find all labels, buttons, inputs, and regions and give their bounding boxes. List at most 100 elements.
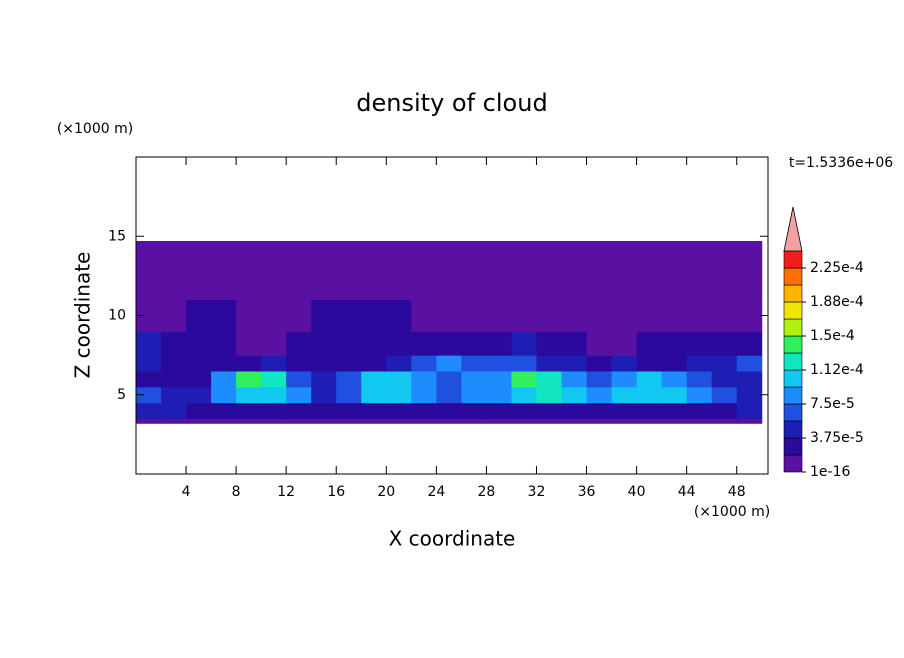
field-cell: [136, 241, 162, 301]
field-cell: [411, 402, 437, 420]
field-cell: [511, 418, 537, 424]
x-unit: (×1000 m): [694, 504, 770, 520]
field-cell: [586, 299, 613, 332]
field-cell: [561, 241, 588, 301]
field-cell: [686, 370, 713, 388]
field-cell: [561, 370, 588, 388]
chart-title: density of cloud: [356, 89, 547, 117]
field-cell: [511, 402, 537, 420]
field-cell: [686, 418, 713, 424]
field-cell: [286, 386, 312, 404]
field-cell: [536, 331, 563, 356]
field-cell: [536, 418, 563, 424]
x-axis-label: X coordinate: [389, 527, 516, 551]
field-cell: [536, 299, 563, 332]
field-cell: [211, 370, 237, 388]
colorbar-extend: [783, 206, 803, 252]
field-cell: [161, 418, 187, 424]
field-cell: [686, 355, 713, 372]
field-cell: [586, 386, 613, 404]
field-cell: [161, 331, 187, 356]
y-tick-label: 5: [117, 387, 126, 403]
field-cell: [711, 241, 738, 301]
field-cell: [161, 241, 187, 301]
field-cell: [436, 331, 462, 356]
field-cell: [586, 355, 613, 372]
field-cell: [486, 355, 512, 372]
field-cell: [211, 402, 237, 420]
field-cell: [361, 241, 387, 301]
field-cell: [461, 370, 487, 388]
x-tick-label: 20: [377, 484, 395, 500]
field-cell: [311, 370, 337, 388]
field-cell: [186, 402, 212, 420]
field-cell: [311, 241, 337, 301]
field-cell: [136, 331, 162, 356]
field-cell: [636, 355, 663, 372]
field-cell: [386, 299, 412, 332]
field-cell: [386, 355, 412, 372]
field-cell: [236, 370, 262, 388]
colorbar-label: 3.75e-5: [810, 430, 864, 446]
field-cell: [511, 241, 537, 301]
field-cell: [461, 299, 487, 332]
field-cell: [611, 331, 638, 356]
field-cell: [361, 355, 387, 372]
field-cell: [211, 355, 237, 372]
field-cell: [736, 355, 763, 372]
x-tick-label: 40: [628, 484, 646, 500]
colorbar-box: [783, 301, 803, 320]
colorbar-box: [783, 403, 803, 422]
x-tick-label: 12: [277, 484, 295, 500]
field-cell: [386, 331, 412, 356]
field-cell: [311, 386, 337, 404]
field-cell: [411, 355, 437, 372]
field-cell: [186, 370, 212, 388]
field-cell: [611, 418, 638, 424]
field-cell: [261, 299, 287, 332]
field-cell: [661, 402, 688, 420]
colorbar-box: [783, 369, 803, 388]
colorbar-box: [783, 284, 803, 303]
field-cell: [736, 331, 763, 356]
field-cell: [736, 299, 763, 332]
field-cell: [336, 241, 362, 301]
field-cell: [261, 241, 287, 301]
colorbar-box: [783, 267, 803, 286]
x-tick-label: 28: [478, 484, 496, 500]
field-cell: [661, 299, 688, 332]
field-cell: [511, 355, 537, 372]
field-cell: [236, 402, 262, 420]
field-cell: [311, 299, 337, 332]
field-cell: [586, 331, 613, 356]
field-cell: [261, 370, 287, 388]
field-cell: [636, 402, 663, 420]
field-cell: [286, 370, 312, 388]
field-cell: [536, 241, 563, 301]
annotation: t=1.5336e+06: [789, 155, 893, 171]
field-cell: [511, 299, 537, 332]
colorbar-label: 1.5e-4: [810, 328, 855, 344]
field-cell: [436, 241, 462, 301]
field-cell: [561, 386, 588, 404]
field-cell: [186, 241, 212, 301]
field-cell: [686, 241, 713, 301]
field-cell: [411, 370, 437, 388]
field-cell: [511, 370, 537, 388]
field-cell: [236, 299, 262, 332]
field-cell: [136, 402, 162, 420]
field-cell: [661, 355, 688, 372]
field-cell: [236, 418, 262, 424]
field-cell: [536, 402, 563, 420]
field-cell: [411, 386, 437, 404]
field-cell: [161, 355, 187, 372]
field-cell: [461, 402, 487, 420]
colorbar-label: 1.12e-4: [810, 362, 864, 378]
field-cell: [711, 370, 738, 388]
field-cell: [536, 370, 563, 388]
x-tick-label: 48: [728, 484, 746, 500]
field-cell: [161, 386, 187, 404]
field-cell: [236, 331, 262, 356]
field-cell: [486, 241, 512, 301]
